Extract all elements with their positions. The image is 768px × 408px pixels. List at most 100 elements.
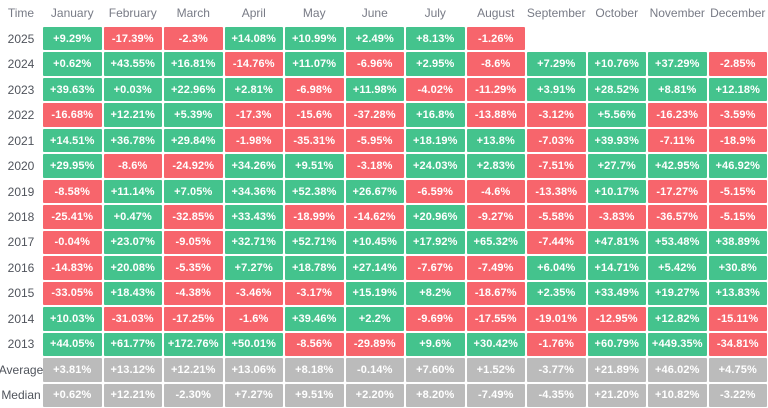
return-cell-2015-september: +2.35%: [527, 281, 586, 306]
return-cell-2016-july: -7.67%: [406, 256, 465, 280]
return-cell-2023-april: +2.81%: [224, 77, 283, 102]
row-label-2025: 2025: [7, 31, 35, 46]
return-cell-2022-august: -13.88%: [466, 103, 525, 127]
return-cell-2021-november: -7.11%: [648, 128, 707, 153]
return-cell-median-august: -7.49%: [466, 383, 525, 407]
return-cell-2015-may: -3.17%: [285, 281, 344, 306]
row-label-2018: 2018: [7, 209, 35, 224]
return-cell-2020-september: -7.51%: [527, 154, 586, 178]
return-cell-2024-july: +2.95%: [406, 52, 465, 76]
return-cell-2017-may: +52.71%: [285, 230, 344, 255]
return-cell-2022-march: +5.39%: [164, 103, 223, 127]
return-cell-average-october: +21.89%: [587, 358, 646, 382]
return-cell-2017-october: +47.81%: [587, 230, 646, 255]
return-cell-2024-september: +7.29%: [527, 52, 586, 76]
return-cell-2023-may: -6.98%: [285, 77, 344, 102]
return-cell-2018-october: -3.83%: [587, 205, 646, 229]
return-cell-median-may: +9.51%: [285, 383, 344, 407]
return-cell-average-february: +13.12%: [103, 358, 162, 382]
return-cell-2019-september: -13.38%: [527, 179, 586, 204]
return-cell-average-november: +46.02%: [648, 358, 707, 382]
return-cell-2013-may: -8.56%: [285, 332, 344, 357]
return-cell-2013-october: +60.79%: [587, 332, 646, 357]
return-cell-2019-july: -6.59%: [406, 179, 465, 204]
return-cell-2022-january: -16.68%: [43, 103, 102, 127]
return-cell-2024-october: +10.76%: [587, 52, 646, 76]
return-cell-2016-january: -14.83%: [43, 256, 102, 280]
return-cell-2020-may: +9.51%: [285, 154, 344, 178]
return-cell-2025-january: +9.29%: [43, 27, 102, 51]
return-cell-average-july: +7.60%: [406, 358, 465, 382]
return-cell-2013-november: +449.35%: [648, 332, 707, 357]
return-cell-2025-april: +14.08%: [224, 27, 283, 51]
return-cell-2016-june: +27.14%: [345, 256, 404, 280]
return-cell-2023-november: +8.81%: [648, 77, 707, 102]
return-cell-2018-march: -32.85%: [164, 205, 223, 229]
return-cell-2022-may: -15.6%: [285, 103, 344, 127]
return-cell-2018-december: -5.15%: [708, 205, 767, 229]
return-cell-2022-april: -17.3%: [224, 103, 283, 127]
return-cell-2017-march: -9.05%: [164, 230, 223, 255]
return-cell-2013-january: +44.05%: [43, 332, 102, 357]
return-cell-2017-september: -7.44%: [527, 230, 586, 255]
return-cell-2025-september: [527, 27, 586, 50]
return-cell-2025-november: [648, 27, 707, 50]
return-cell-2013-april: +50.01%: [224, 332, 283, 357]
return-cell-2020-august: +2.83%: [466, 154, 525, 178]
return-cell-2015-july: +8.2%: [406, 281, 465, 306]
return-cell-2019-august: -4.6%: [466, 179, 525, 204]
return-cell-2014-may: +39.46%: [285, 307, 344, 331]
return-cell-2013-february: +61.77%: [103, 332, 162, 357]
return-cell-2017-april: +32.71%: [224, 230, 283, 255]
return-cell-2016-march: -5.35%: [164, 256, 223, 280]
month-header-july: July: [424, 6, 446, 20]
return-cell-median-february: +12.21%: [103, 383, 162, 407]
return-cell-2016-september: +6.04%: [527, 256, 586, 280]
return-cell-2025-may: +10.99%: [285, 27, 344, 51]
month-header-january: January: [50, 6, 94, 20]
return-cell-2019-may: +52.38%: [285, 179, 344, 204]
return-cell-2015-december: +13.83%: [708, 281, 767, 306]
return-cell-2020-december: +46.92%: [708, 154, 767, 178]
return-cell-2025-august: -1.26%: [466, 27, 525, 51]
return-cell-2022-december: -3.59%: [708, 103, 767, 127]
return-cell-2024-may: +11.07%: [285, 52, 344, 76]
return-cell-2013-december: -34.81%: [708, 332, 767, 357]
return-cell-2015-august: -18.67%: [466, 281, 525, 306]
return-cell-2019-november: -17.27%: [648, 179, 707, 204]
month-header-march: March: [176, 6, 210, 20]
return-cell-2015-june: +15.19%: [345, 281, 404, 306]
row-label-2017: 2017: [7, 235, 35, 250]
return-cell-2014-january: +10.03%: [43, 307, 102, 331]
return-cell-average-march: +12.21%: [164, 358, 223, 382]
return-cell-2022-november: -16.23%: [648, 103, 707, 127]
return-cell-2024-november: +37.29%: [648, 52, 707, 76]
return-cell-2021-october: +39.93%: [587, 128, 646, 153]
return-cell-average-april: +13.06%: [224, 358, 283, 382]
return-cell-2013-september: -1.76%: [527, 332, 586, 357]
row-label-2016: 2016: [7, 260, 35, 275]
return-cell-2023-march: +22.96%: [164, 77, 223, 102]
return-cell-2021-may: -35.31%: [285, 128, 344, 153]
return-cell-2021-april: -1.98%: [224, 128, 283, 153]
return-cell-2025-february: -17.39%: [103, 27, 162, 51]
month-header-november: November: [649, 6, 705, 20]
return-cell-2014-february: -31.03%: [103, 307, 162, 331]
return-cell-2014-september: -19.01%: [527, 307, 586, 331]
row-label-2015: 2015: [7, 286, 35, 301]
return-cell-2018-july: +20.96%: [406, 205, 465, 229]
return-cell-2013-august: +30.42%: [466, 332, 525, 357]
return-cell-2021-december: -18.9%: [708, 128, 767, 153]
return-cell-median-december: -3.22%: [708, 383, 767, 407]
return-cell-2019-december: -5.15%: [708, 179, 767, 204]
return-cell-2023-august: -11.29%: [466, 77, 525, 102]
return-cell-2021-february: +36.78%: [103, 128, 162, 153]
return-cell-median-october: +21.20%: [587, 383, 646, 407]
month-header-may: May: [302, 6, 326, 20]
return-cell-2017-july: +17.92%: [406, 230, 465, 255]
return-cell-2025-december: [709, 27, 768, 50]
return-cell-2024-december: -2.85%: [708, 52, 767, 76]
return-cell-2024-june: -6.96%: [345, 52, 404, 76]
row-label-2024: 2024: [7, 57, 35, 72]
